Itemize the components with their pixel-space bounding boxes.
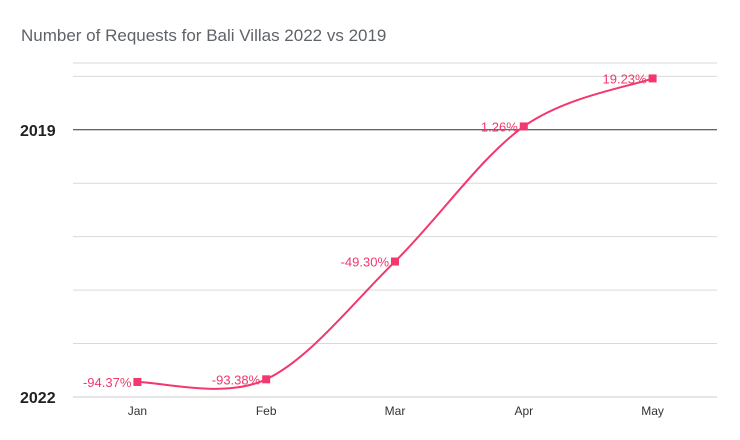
data-label-apr: 1.26% (481, 119, 518, 134)
y-label-2019: 2019 (20, 123, 56, 140)
chart-title: Number of Requests for Bali Villas 2022 … (21, 26, 386, 45)
x-tick-label-jan: Jan (128, 404, 147, 418)
data-markers (133, 74, 657, 386)
data-label-jan: -94.37% (83, 375, 132, 390)
x-axis-labels: Jan Feb Mar Apr May (128, 404, 664, 418)
data-label-feb: -93.38% (212, 372, 261, 387)
y-axis-labels: 2019 2022 (20, 123, 56, 407)
data-point-feb (262, 375, 271, 384)
x-tick-label-apr: Apr (514, 404, 533, 418)
x-tick-label-may: May (641, 404, 664, 418)
data-label-mar: -49.30% (341, 255, 390, 270)
data-point-apr (519, 122, 528, 131)
data-label-may: 19.23% (603, 71, 648, 86)
data-point-mar (391, 257, 399, 266)
data-point-jan (133, 377, 142, 386)
y-label-2022: 2022 (20, 390, 56, 407)
data-labels: -94.37% -93.38% -49.30% 1.26% 19.23% (83, 71, 647, 390)
x-tick-label-feb: Feb (256, 404, 277, 418)
x-tick-label-mar: Mar (385, 404, 406, 418)
grid (73, 62, 717, 398)
data-point-may (648, 74, 657, 83)
series-line (137, 77, 653, 390)
